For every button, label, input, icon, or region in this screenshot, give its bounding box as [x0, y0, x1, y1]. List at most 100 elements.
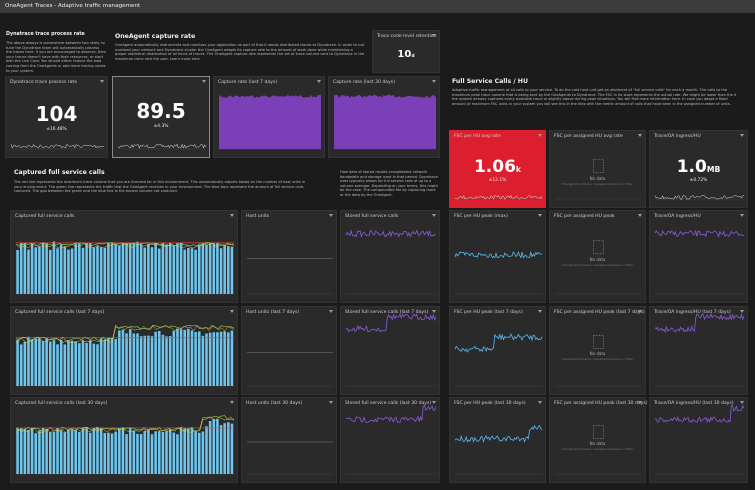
bar: [78, 343, 81, 386]
bar: [219, 425, 223, 474]
chart-tile: Stored full service calls: [340, 210, 440, 303]
bar: [132, 430, 136, 474]
chart: [345, 313, 437, 387]
section-text: How data of stored results consolidated …: [340, 170, 438, 197]
alt-line: [15, 416, 235, 434]
bar: [168, 428, 172, 474]
tile-menu[interactable]: [638, 134, 643, 138]
chart: [454, 250, 543, 295]
tile-title: FSC per HU peak (last 30 days): [454, 401, 526, 406]
bar: [96, 246, 99, 294]
tile-menu[interactable]: [329, 310, 334, 314]
bar: [16, 340, 19, 386]
chart: [654, 195, 745, 200]
chart: [247, 352, 333, 387]
tile-change: ±16.48%: [46, 127, 67, 132]
bar: [168, 336, 172, 386]
no-data-label: No data: [589, 441, 606, 447]
tile-menu[interactable]: [230, 214, 235, 218]
no-data-hint: Change time frame, management zone or fi…: [561, 447, 634, 452]
tile-title: Stored full service calls: [345, 214, 399, 219]
tile-menu[interactable]: [740, 214, 745, 218]
tile-title: FSC per HU peak (max): [454, 214, 508, 219]
chart: [247, 258, 333, 295]
bar: [176, 328, 179, 386]
bar: [74, 341, 77, 386]
series-line: [454, 250, 543, 259]
tile-menu[interactable]: [202, 80, 207, 84]
tile-menu[interactable]: [538, 310, 543, 314]
bar: [176, 434, 179, 474]
bar: [45, 243, 48, 294]
chart-tile: Captured full service calls: [10, 210, 238, 303]
bar: [121, 242, 125, 294]
bar: [34, 433, 38, 474]
tile-value: 1.0MB: [650, 157, 747, 177]
bar: [70, 248, 74, 294]
bar: [187, 328, 190, 386]
tile-menu[interactable]: [432, 80, 437, 84]
bar: [165, 430, 168, 474]
tile-menu[interactable]: [638, 310, 643, 314]
bar: [23, 242, 27, 294]
bar: [52, 340, 56, 386]
bar: [128, 329, 132, 386]
bar: [216, 419, 219, 474]
bar: [107, 432, 110, 474]
tile-menu[interactable]: [638, 214, 643, 218]
tile-menu[interactable]: [638, 401, 643, 405]
bar: [136, 241, 139, 294]
bar: [197, 245, 201, 294]
tile-menu[interactable]: [538, 401, 543, 405]
bar: [16, 249, 19, 294]
chart: [10, 143, 105, 150]
tile-menu[interactable]: [740, 134, 745, 138]
bar: [52, 431, 56, 474]
tile-title: FSC per assigned HU avg rate: [554, 134, 623, 139]
bar: [158, 330, 161, 386]
bar: [56, 344, 59, 386]
chart-tile: Host units (last 30 days): [241, 397, 337, 483]
bar: [118, 245, 121, 294]
bar: [161, 334, 165, 386]
bar: [172, 330, 176, 386]
tile-menu[interactable]: [432, 310, 437, 314]
menu-icon: [538, 310, 542, 313]
bar: [125, 333, 128, 386]
tile-menu[interactable]: [317, 80, 322, 84]
tile: Capture rate (last 7 days): [213, 76, 325, 158]
menu-icon: [230, 401, 234, 404]
tile-title: Trace/OA ingress/HU: [654, 214, 701, 219]
tile-menu[interactable]: [538, 134, 543, 138]
tile-menu[interactable]: [740, 310, 745, 314]
chart: [555, 159, 642, 200]
no-data-label: No data: [589, 256, 606, 262]
value: 104: [35, 102, 78, 126]
bar: [165, 336, 168, 386]
tile-menu[interactable]: [230, 401, 235, 405]
bar: [88, 432, 92, 474]
bar: [96, 344, 99, 386]
bar: [67, 429, 70, 474]
tile-menu[interactable]: [100, 80, 105, 84]
value: 1.0: [676, 157, 707, 177]
tile-menu[interactable]: [432, 34, 437, 38]
bar: [81, 340, 85, 386]
tile-menu[interactable]: [432, 401, 437, 405]
bar: [205, 333, 208, 386]
tile-menu[interactable]: [538, 214, 543, 218]
chart: [219, 94, 321, 150]
tile: FSC per assigned HU avg rate No data Chang…: [549, 130, 646, 208]
tile: FSC per HU avg rate 1.06k ±12.1%: [449, 130, 546, 208]
tile-change: ±0.72%: [689, 178, 708, 184]
tile-title: FSC per assigned HU peak: [554, 214, 615, 219]
tile: 89.5 ±4.3%: [112, 76, 210, 158]
tile-menu[interactable]: [432, 214, 437, 218]
bar: [208, 332, 212, 386]
tile-menu[interactable]: [740, 401, 745, 405]
tile: Dynatrace trace process rate 104 ±16.48%: [5, 76, 108, 158]
menu-icon: [317, 80, 321, 83]
tile-menu[interactable]: [230, 310, 235, 314]
tile-menu[interactable]: [329, 401, 334, 405]
tile-menu[interactable]: [329, 214, 334, 218]
